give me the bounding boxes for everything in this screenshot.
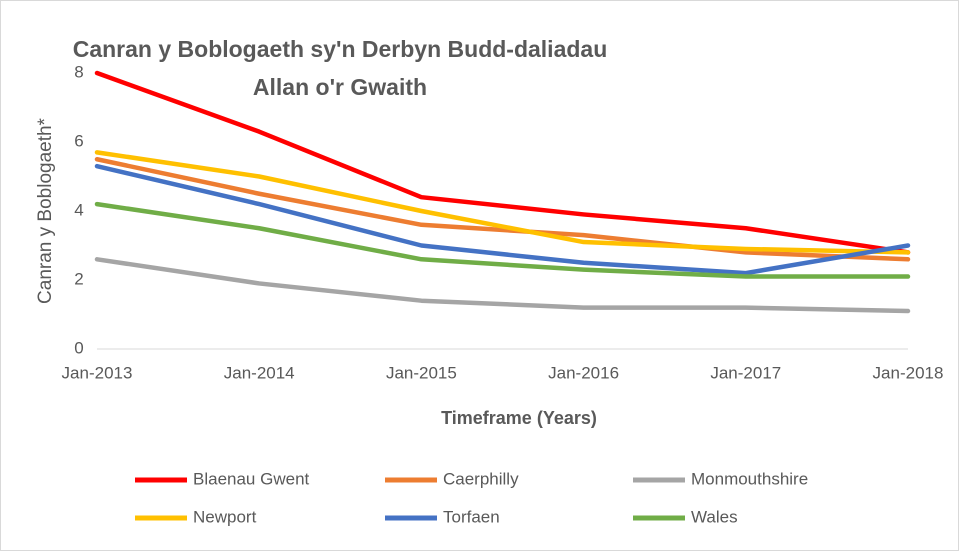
y-axis-title: Canran y Boblogaeth* [35, 117, 56, 304]
legend-label: Wales [691, 507, 738, 526]
legend-label: Newport [193, 507, 257, 526]
series-line [94, 157, 911, 262]
x-tick-label: Jan-2016 [548, 363, 619, 382]
series-line [94, 150, 911, 255]
x-tick-label: Jan-2017 [710, 363, 781, 382]
legend-label: Caerphilly [443, 469, 519, 488]
x-tick-label: Jan-2013 [62, 363, 133, 382]
series-line [94, 201, 911, 279]
x-axis-title: Timeframe (Years) [441, 408, 597, 428]
y-tick-label: 8 [74, 62, 83, 81]
legend-label: Torfaen [443, 507, 500, 526]
x-tick-label: Jan-2018 [873, 363, 944, 382]
y-tick-label: 6 [74, 131, 83, 150]
legend-label: Monmouthshire [691, 469, 808, 488]
x-tick-label: Jan-2015 [386, 363, 457, 382]
legend-label: Blaenau Gwent [193, 469, 310, 488]
chart-title: Canran y Boblogaeth sy'n Derbyn Budd-dal… [72, 36, 608, 100]
series-line [94, 257, 911, 314]
y-tick-label: 2 [74, 269, 83, 288]
y-tick-label: 4 [74, 200, 83, 219]
series-line [94, 70, 911, 255]
series-line [94, 163, 911, 276]
y-tick-label: 0 [74, 338, 83, 357]
x-tick-label: Jan-2014 [224, 363, 295, 382]
